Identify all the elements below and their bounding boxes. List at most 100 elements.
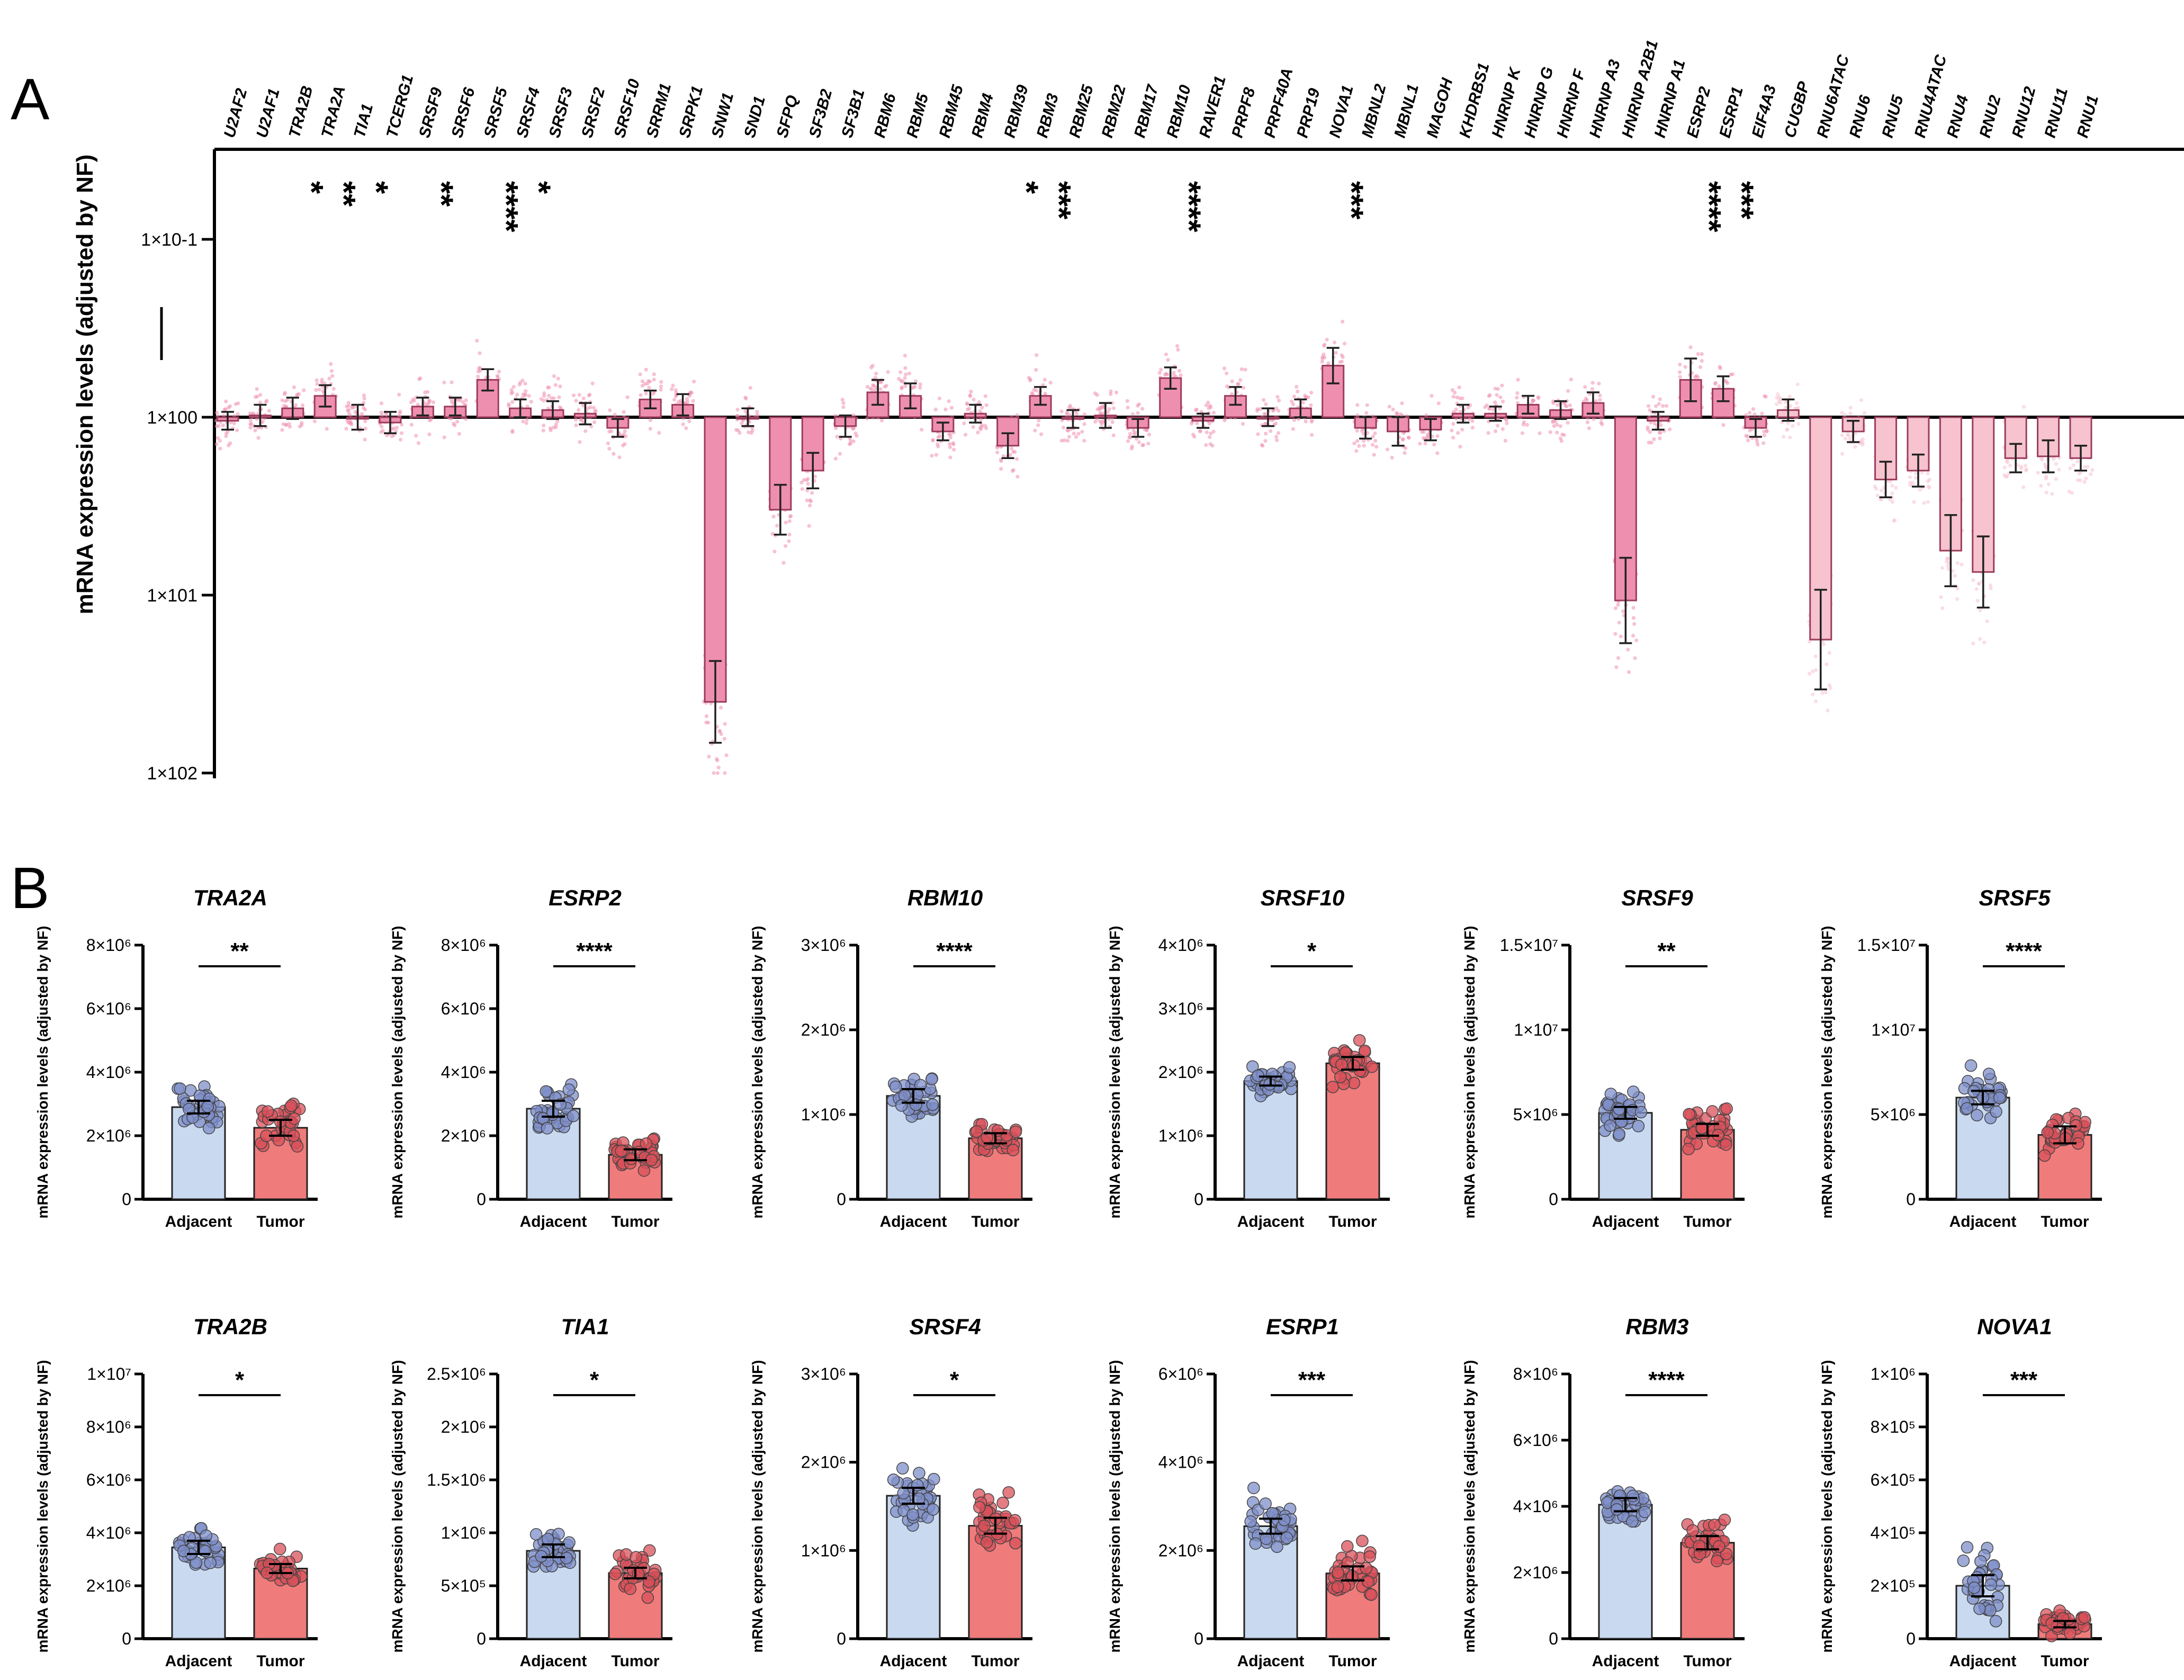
- bar-a-point: [1776, 392, 1780, 397]
- bar-a-point: [577, 393, 581, 397]
- bar-a-point: [1061, 425, 1065, 430]
- subplot-srsf10: SRSF10 mRNA expression levels (adjusted b…: [1107, 885, 1390, 1230]
- bar-a-point: [1241, 421, 1245, 426]
- data-point-tumor: [291, 1140, 304, 1153]
- category-label-a: U2AF1: [253, 86, 283, 139]
- bar-a-point: [947, 432, 951, 436]
- bar-a-point: [1243, 367, 1247, 372]
- bar-a-point: [1657, 402, 1661, 406]
- data-point-adjacent: [1990, 1105, 2002, 1118]
- subplot-y-tick-label: 4×10⁶: [1513, 1497, 1558, 1516]
- bar-a-point: [1135, 437, 1139, 441]
- subplot-y-tick-label: 3×10⁶: [801, 1364, 846, 1383]
- category-label-a: SF3B2: [806, 87, 835, 140]
- bar-a-point: [933, 407, 938, 412]
- subplot-y-tick-label: 3×10⁶: [801, 936, 846, 955]
- subplot-y-tick-label: 1×10⁶: [441, 1523, 486, 1542]
- bar-a-point: [1918, 488, 1922, 492]
- axis-a-tick-label: 1×100: [147, 408, 198, 428]
- significance-a-srsf5: ****: [488, 181, 524, 232]
- bar-a-point: [427, 432, 432, 437]
- subplot-title: SRSF4: [909, 1314, 981, 1339]
- category-label-a: SRSF6: [448, 86, 479, 140]
- bar-a-point: [1746, 438, 1750, 443]
- bar-a-point: [1301, 400, 1305, 405]
- data-point-tumor: [615, 1145, 628, 1157]
- bar-a-point: [1291, 402, 1296, 407]
- data-point-tumor: [1720, 1102, 1733, 1115]
- bar-a-point: [1110, 420, 1115, 424]
- bar-a-point: [723, 771, 727, 775]
- bar-a-point: [1385, 447, 1390, 452]
- bar-a-point: [1500, 383, 1504, 388]
- x-category-label: Tumor: [256, 1213, 304, 1230]
- category-label-a: RBM17: [1131, 83, 1162, 140]
- bar-a-point: [1098, 411, 1102, 415]
- bar-a-point: [1658, 436, 1662, 441]
- bar-a-point: [1971, 578, 1975, 582]
- bar-a-point: [1436, 401, 1441, 406]
- bar-a-point: [1744, 413, 1748, 417]
- bar-a-point: [806, 482, 810, 486]
- bar-a-point: [409, 400, 414, 405]
- category-label-a: MBNL2: [1359, 82, 1390, 140]
- bar-a-point: [1500, 399, 1505, 403]
- category-label-a: NOVA1: [1326, 84, 1357, 140]
- bar-a-point: [1458, 445, 1462, 449]
- bar-a-point: [995, 450, 1000, 455]
- bar-a-point: [1503, 438, 1507, 443]
- data-point-tumor: [272, 1134, 285, 1146]
- significance-a-rbm10: ****: [1171, 181, 1207, 232]
- bar-a-point: [1430, 393, 1434, 398]
- bar-a-point: [1729, 373, 1733, 377]
- bar-a-point: [689, 391, 694, 395]
- bar-a-point: [2021, 485, 2026, 489]
- bar-a-point: [808, 504, 812, 508]
- bar-a-point: [1890, 483, 1894, 488]
- data-point-tumor: [1711, 1555, 1723, 1568]
- bar-a-point: [1001, 454, 1005, 458]
- bar-a-point: [1747, 410, 1752, 415]
- bar-a-point: [948, 455, 952, 460]
- bar-a-point: [1322, 344, 1326, 348]
- significance-label: *: [1307, 938, 1317, 964]
- bar-a-point: [521, 419, 525, 424]
- bar-a-point: [2082, 480, 2087, 484]
- bar-a-point: [648, 427, 652, 431]
- bar-a-point: [781, 561, 786, 565]
- category-label-a: SRSF2: [578, 86, 608, 140]
- bar-a-point: [1648, 408, 1652, 412]
- bar-a-point: [904, 372, 908, 376]
- bar-a-point: [442, 435, 446, 439]
- bar-a-point: [1520, 431, 1525, 435]
- bar-a-point: [1926, 471, 1930, 475]
- subplot-y-tick-label: 6×10⁶: [441, 999, 486, 1018]
- bar-a-point: [952, 447, 956, 452]
- data-point-tumor: [1713, 1540, 1725, 1553]
- bar-a-point: [1030, 391, 1034, 395]
- bar-a-point: [1853, 445, 1857, 449]
- data-point-tumor: [1706, 1105, 1719, 1118]
- bar-a-point: [524, 389, 528, 393]
- bar-a-point: [426, 390, 430, 394]
- bar-a-point: [542, 423, 546, 428]
- category-label-a: SRSF5: [481, 85, 511, 140]
- bar-a-point: [384, 412, 389, 417]
- bar-a-point: [300, 403, 305, 408]
- bar-a-point: [1632, 622, 1637, 626]
- bar-a-point: [284, 423, 288, 427]
- data-point-adjacent: [562, 1083, 576, 1096]
- subplot-y-tick-label: 1×10⁷: [1871, 1020, 1916, 1039]
- bar-a-point: [294, 403, 298, 407]
- panel-a-chart: 1×10-1 1×100 1×101 1×102 mRNA expression lev…: [72, 38, 2184, 784]
- bar-a-point: [871, 383, 875, 388]
- bar-a-point: [1619, 634, 1623, 639]
- bar-a-point: [948, 445, 952, 450]
- bar-a-point: [589, 424, 594, 429]
- bar-a-point: [1853, 432, 1857, 436]
- category-label-a: RBM39: [1001, 83, 1032, 140]
- bar-a-point: [1355, 413, 1360, 418]
- bar-a-point: [1890, 491, 1894, 496]
- bar-a-point: [715, 771, 720, 775]
- bar-a-point: [314, 388, 318, 392]
